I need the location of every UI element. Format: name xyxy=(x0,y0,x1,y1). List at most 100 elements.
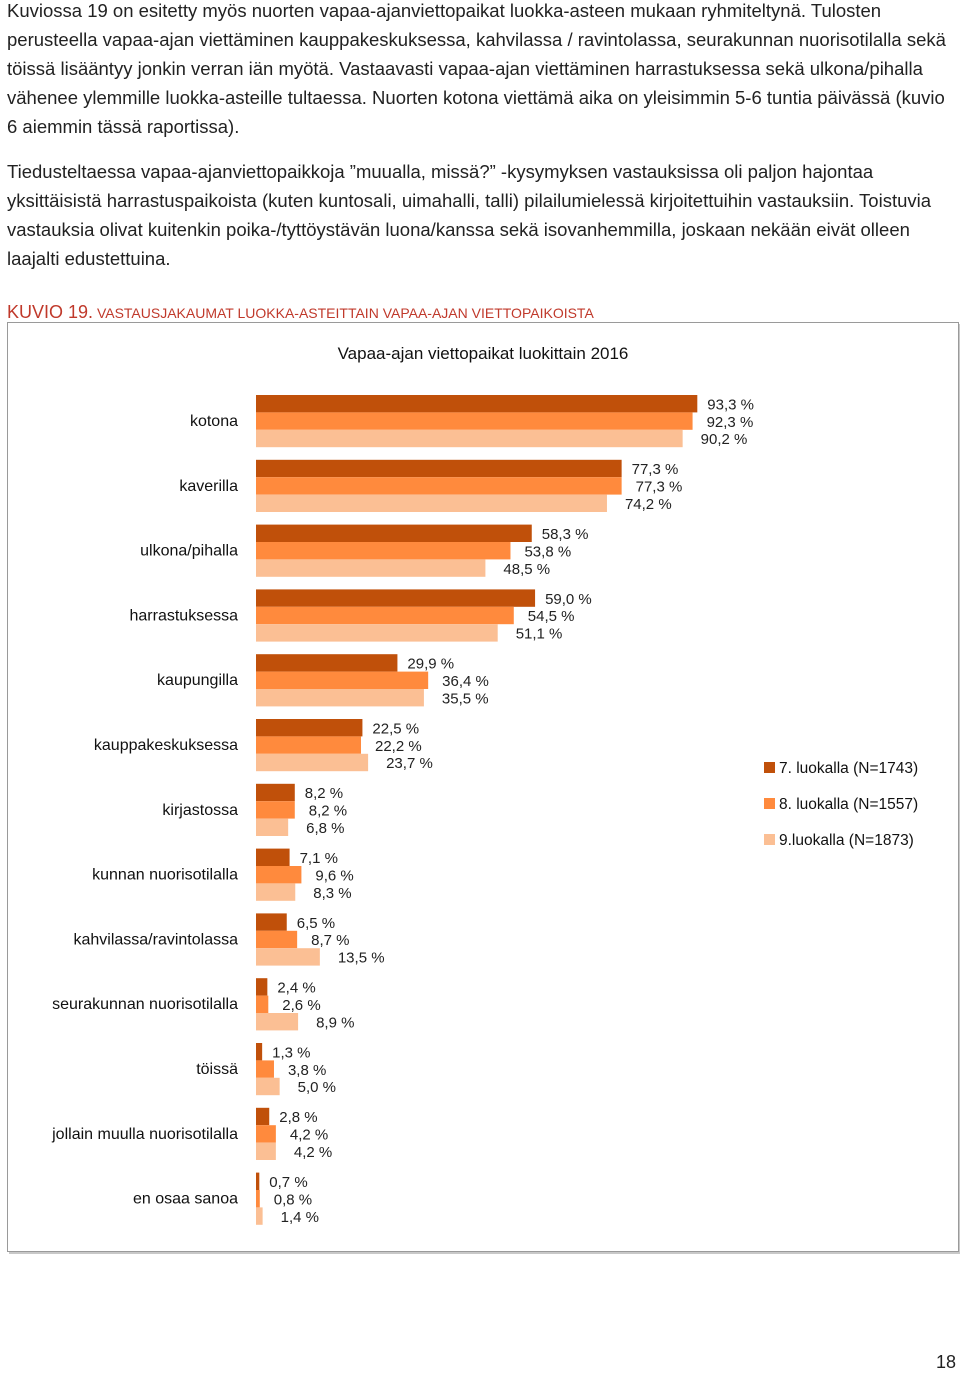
data-label: 35,5 % xyxy=(442,690,489,707)
legend-swatch xyxy=(764,798,775,809)
bar xyxy=(256,719,363,737)
bar xyxy=(256,1107,270,1126)
data-label: 8,3 % xyxy=(313,885,351,902)
data-label: 8,2 % xyxy=(305,785,343,802)
data-label: 48,5 % xyxy=(503,561,550,578)
bar xyxy=(256,624,498,642)
bar xyxy=(256,783,295,802)
data-label: 93,3 % xyxy=(707,396,754,413)
data-label: 58,3 % xyxy=(542,526,589,543)
data-label: 22,2 % xyxy=(375,738,422,755)
bar xyxy=(256,978,268,996)
bar xyxy=(256,559,486,577)
bar xyxy=(256,948,320,966)
bar xyxy=(256,801,295,819)
bar xyxy=(256,866,302,884)
page-number: 18 xyxy=(935,1352,956,1372)
category-label: kunnan nuorisotilalla xyxy=(92,867,238,884)
data-label: 36,4 % xyxy=(442,673,489,690)
bar xyxy=(256,883,296,901)
legend-label: 7. luokalla (N=1743) xyxy=(779,760,918,777)
bar xyxy=(256,412,693,430)
data-label: 53,8 % xyxy=(524,543,571,560)
bar xyxy=(256,1077,280,1096)
bar xyxy=(256,459,622,478)
bar xyxy=(256,524,532,542)
bar xyxy=(256,1190,260,1208)
bar xyxy=(256,1125,276,1143)
bar xyxy=(256,477,622,495)
data-label: 77,3 % xyxy=(636,479,683,496)
data-label: 92,3 % xyxy=(707,414,754,431)
bar xyxy=(256,736,362,754)
data-label: 8,2 % xyxy=(309,803,347,820)
bar xyxy=(256,494,607,512)
data-label: 1,3 % xyxy=(272,1044,310,1061)
bar xyxy=(256,395,698,413)
category-label: kotona xyxy=(190,413,238,430)
caption-number: KUVIO 19. xyxy=(7,302,94,322)
bar xyxy=(256,1142,276,1160)
bar xyxy=(256,1172,260,1190)
legend-swatch xyxy=(764,762,775,773)
data-label: 0,8 % xyxy=(274,1191,312,1208)
category-label: ulkona/pihalla xyxy=(140,543,238,560)
category-label: seurakunnan nuorisotilalla xyxy=(52,996,238,1013)
caption-text: VASTAUSJAKAUMAT LUOKKA-ASTEITTAIN VAPAA-… xyxy=(96,305,594,321)
data-label: 22,5 % xyxy=(372,720,419,737)
data-label: 2,4 % xyxy=(277,980,315,997)
legend-label: 8. luokalla (N=1557) xyxy=(779,796,918,813)
data-label: 2,8 % xyxy=(279,1109,317,1126)
bar xyxy=(256,913,287,931)
bar xyxy=(256,542,511,560)
data-label: 6,5 % xyxy=(297,915,335,932)
category-label: jollain muulla nuorisotilalla xyxy=(51,1126,238,1143)
bar xyxy=(256,818,289,836)
chart-title: Vapaa-ajan viettopaikat luokittain 2016 xyxy=(338,344,629,363)
category-label: kaupungilla xyxy=(157,672,238,689)
category-label: töissä xyxy=(196,1061,238,1078)
data-label: 74,2 % xyxy=(625,496,672,513)
data-label: 0,7 % xyxy=(269,1174,307,1191)
bar xyxy=(256,848,290,866)
paragraph-2: Tiedusteltaessa vapaa-ajanviettopaikkoja… xyxy=(7,161,932,269)
bar xyxy=(256,1013,299,1031)
data-label: 8,7 % xyxy=(311,932,349,949)
category-label: harrastuksessa xyxy=(130,607,239,624)
bar xyxy=(256,429,683,448)
bar xyxy=(256,995,269,1013)
data-label: 5,0 % xyxy=(298,1079,336,1096)
data-label: 51,1 % xyxy=(516,626,563,643)
data-label: 4,2 % xyxy=(294,1144,332,1161)
data-label: 9,6 % xyxy=(315,867,353,884)
bar xyxy=(256,606,514,625)
category-label: kauppakeskuksessa xyxy=(94,737,238,754)
data-label: 54,5 % xyxy=(528,608,575,625)
data-label: 6,8 % xyxy=(306,820,344,837)
bar xyxy=(256,1060,274,1078)
data-label: 23,7 % xyxy=(386,755,433,772)
paragraph-1: Kuviossa 19 on esitetty myös nuorten vap… xyxy=(7,0,946,137)
data-label: 1,4 % xyxy=(281,1209,319,1226)
bar xyxy=(256,753,369,772)
bar xyxy=(256,589,536,607)
data-label: 8,9 % xyxy=(316,1014,354,1031)
chart-container: Vapaa-ajan viettopaikat luokittain 2016 k… xyxy=(7,322,959,1252)
category-label: kirjastossa xyxy=(162,802,238,819)
category-label: en osaa sanoa xyxy=(133,1191,238,1208)
data-label: 4,2 % xyxy=(290,1127,328,1144)
category-label: kahvilassa/ravintolassa xyxy=(73,931,238,948)
legend-label: 9.luokalla (N=1873) xyxy=(779,832,914,849)
data-label: 90,2 % xyxy=(701,431,748,448)
bar xyxy=(256,654,398,672)
data-label: 3,8 % xyxy=(288,1062,326,1079)
data-label: 29,9 % xyxy=(407,656,454,673)
bar xyxy=(256,671,429,689)
figure-caption: KUVIO 19. VASTAUSJAKAUMAT LUOKKA-ASTEITT… xyxy=(7,302,594,323)
data-label: 77,3 % xyxy=(632,461,679,478)
legend-swatch xyxy=(764,834,775,845)
bar xyxy=(256,1043,263,1061)
bar xyxy=(256,930,298,949)
data-label: 13,5 % xyxy=(338,950,385,967)
data-label: 59,0 % xyxy=(545,591,592,608)
